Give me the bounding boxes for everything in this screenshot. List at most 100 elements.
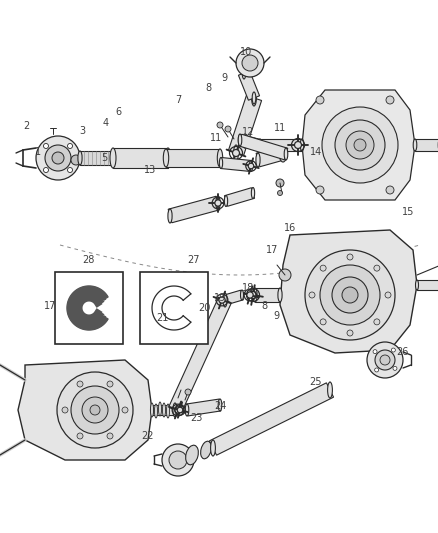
Circle shape: [279, 269, 291, 281]
Circle shape: [354, 139, 366, 151]
Circle shape: [177, 407, 183, 413]
Polygon shape: [302, 90, 415, 200]
Ellipse shape: [163, 149, 169, 167]
Ellipse shape: [216, 196, 220, 210]
Circle shape: [45, 145, 71, 171]
Circle shape: [225, 126, 231, 132]
Bar: [140, 272, 208, 344]
Ellipse shape: [162, 403, 166, 417]
Text: 22: 22: [142, 431, 154, 441]
Ellipse shape: [186, 445, 198, 465]
Circle shape: [380, 355, 390, 365]
Ellipse shape: [279, 144, 287, 162]
Ellipse shape: [223, 293, 227, 307]
Circle shape: [242, 55, 258, 71]
Ellipse shape: [256, 153, 260, 167]
Ellipse shape: [218, 399, 222, 411]
Polygon shape: [113, 148, 168, 168]
Circle shape: [278, 190, 283, 196]
Circle shape: [107, 433, 113, 439]
Polygon shape: [228, 95, 261, 156]
Circle shape: [52, 152, 64, 164]
Polygon shape: [417, 280, 438, 290]
Ellipse shape: [219, 157, 223, 168]
Circle shape: [247, 292, 253, 298]
Circle shape: [316, 186, 324, 194]
Polygon shape: [80, 151, 118, 165]
Circle shape: [393, 366, 397, 370]
Circle shape: [375, 350, 395, 370]
Text: 2: 2: [23, 121, 29, 131]
Polygon shape: [220, 158, 251, 172]
Text: 14: 14: [310, 147, 322, 157]
Ellipse shape: [242, 67, 246, 79]
Polygon shape: [239, 135, 261, 150]
Circle shape: [67, 167, 73, 173]
Circle shape: [320, 265, 326, 271]
Circle shape: [367, 342, 403, 378]
Ellipse shape: [240, 290, 244, 300]
Ellipse shape: [328, 382, 332, 398]
Text: 18: 18: [242, 283, 254, 293]
Circle shape: [392, 348, 396, 352]
Circle shape: [175, 407, 181, 413]
Circle shape: [77, 381, 83, 387]
Circle shape: [373, 350, 377, 353]
Ellipse shape: [413, 139, 417, 151]
Ellipse shape: [238, 134, 242, 146]
Circle shape: [386, 186, 394, 194]
Text: 6: 6: [115, 107, 121, 117]
Ellipse shape: [165, 148, 171, 168]
Circle shape: [233, 149, 240, 157]
Polygon shape: [67, 286, 108, 330]
Circle shape: [386, 96, 394, 104]
Text: 24: 24: [214, 401, 226, 411]
Circle shape: [90, 405, 100, 415]
Circle shape: [169, 451, 187, 469]
Ellipse shape: [251, 188, 254, 198]
Ellipse shape: [258, 140, 261, 150]
Text: 27: 27: [188, 255, 200, 265]
Circle shape: [71, 386, 119, 434]
Ellipse shape: [278, 288, 282, 302]
Circle shape: [346, 131, 374, 159]
Circle shape: [342, 287, 358, 303]
Circle shape: [332, 277, 368, 313]
Ellipse shape: [173, 405, 177, 415]
Ellipse shape: [155, 404, 158, 418]
Text: 8: 8: [205, 83, 211, 93]
Ellipse shape: [300, 139, 304, 151]
Polygon shape: [256, 146, 285, 167]
Text: 25: 25: [310, 377, 322, 387]
Circle shape: [77, 433, 83, 439]
Circle shape: [322, 107, 398, 183]
Circle shape: [248, 163, 254, 169]
Text: 10: 10: [240, 47, 252, 57]
Text: 9: 9: [273, 311, 279, 321]
Polygon shape: [168, 196, 220, 223]
Circle shape: [305, 250, 395, 340]
Ellipse shape: [258, 139, 262, 151]
Ellipse shape: [173, 403, 177, 417]
Ellipse shape: [116, 151, 120, 165]
Text: 1: 1: [35, 147, 41, 157]
Polygon shape: [255, 288, 280, 302]
Ellipse shape: [201, 441, 212, 459]
Circle shape: [316, 96, 324, 104]
Ellipse shape: [185, 404, 189, 416]
Ellipse shape: [284, 148, 288, 160]
Circle shape: [62, 407, 68, 413]
Polygon shape: [415, 139, 438, 151]
Polygon shape: [223, 290, 244, 305]
Text: 28: 28: [82, 255, 94, 265]
Circle shape: [185, 389, 191, 395]
Circle shape: [320, 319, 326, 325]
Circle shape: [276, 179, 284, 187]
Ellipse shape: [110, 148, 116, 168]
Circle shape: [82, 397, 108, 423]
Circle shape: [57, 372, 133, 448]
Circle shape: [374, 265, 380, 271]
Ellipse shape: [249, 160, 253, 172]
Circle shape: [374, 319, 380, 325]
Ellipse shape: [224, 196, 228, 206]
